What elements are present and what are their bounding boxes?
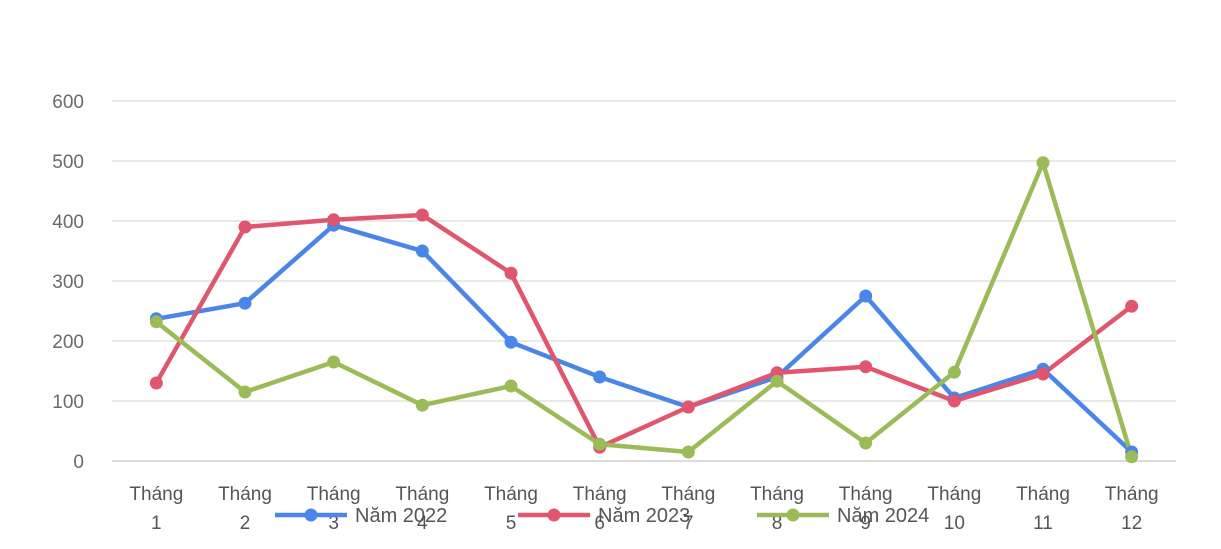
- data-point: [681, 400, 695, 414]
- x-tick-label: Tháng 3: [307, 484, 361, 534]
- data-point: [947, 365, 961, 379]
- legend-marker-2: [547, 508, 561, 522]
- y-axis: 0 100 200 300 400 500 600: [52, 92, 84, 473]
- legend-label-3: Năm 2024: [837, 505, 929, 527]
- x-tick-label: Tháng 8: [750, 484, 804, 534]
- y-tick-label: 400: [52, 212, 84, 233]
- data-point: [681, 445, 695, 459]
- data-point: [415, 398, 429, 412]
- x-tick-label: Tháng 12: [1105, 484, 1159, 534]
- data-point: [238, 220, 252, 234]
- series-lines: [154, 160, 1134, 460]
- legend-label-2: Năm 2023: [598, 505, 690, 527]
- data-point: [1036, 156, 1050, 170]
- x-tick-label: Tháng 7: [661, 484, 715, 534]
- gridlines: [112, 100, 1176, 462]
- x-tick-label: Tháng 10: [927, 484, 981, 534]
- series-points: [149, 156, 1139, 464]
- data-point: [1125, 450, 1139, 464]
- data-point: [327, 355, 341, 369]
- y-tick-label: 100: [52, 392, 84, 413]
- data-point: [504, 379, 518, 393]
- data-point: [770, 374, 784, 388]
- legend-marker-3: [786, 508, 800, 522]
- series-line-1: [154, 222, 1134, 455]
- data-point: [415, 244, 429, 258]
- data-point: [859, 289, 873, 303]
- series-line-3: [154, 160, 1134, 460]
- legend-label-1: Năm 2022: [355, 505, 447, 527]
- data-point: [504, 335, 518, 349]
- x-axis: Tháng 1 Tháng 2 Tháng 3 Tháng 4 Tháng 5 Tháng 6 Thán…: [129, 484, 1158, 534]
- x-tick-label: Tháng 5: [484, 484, 538, 534]
- x-tick-label: Tháng 1: [129, 484, 183, 534]
- data-point: [1125, 299, 1139, 313]
- x-tick-label: Tháng 6: [573, 484, 627, 534]
- data-point: [859, 360, 873, 374]
- x-tick-label: Tháng 2: [218, 484, 272, 534]
- data-point: [504, 266, 518, 280]
- data-point: [593, 437, 607, 451]
- series-line-2: [154, 212, 1134, 450]
- y-tick-label: 0: [73, 452, 84, 473]
- x-tick-label: Tháng 4: [395, 484, 449, 534]
- y-tick-label: 200: [52, 332, 84, 353]
- x-tick-label: Tháng 9: [839, 484, 893, 534]
- legend-marker-1: [304, 508, 318, 522]
- data-point: [149, 315, 163, 329]
- data-point: [415, 208, 429, 222]
- legend: Năm 2022 Năm 2023 Năm 2024: [275, 505, 929, 527]
- y-tick-label: 300: [52, 272, 84, 293]
- data-point: [947, 394, 961, 408]
- data-point: [327, 213, 341, 227]
- data-point: [1036, 367, 1050, 381]
- data-point: [238, 385, 252, 399]
- y-tick-label: 500: [52, 152, 84, 173]
- data-point: [593, 370, 607, 384]
- y-tick-label: 600: [52, 92, 84, 113]
- x-tick-label: Tháng 11: [1016, 484, 1070, 534]
- data-point: [149, 376, 163, 390]
- data-point: [238, 296, 252, 310]
- data-point: [859, 436, 873, 450]
